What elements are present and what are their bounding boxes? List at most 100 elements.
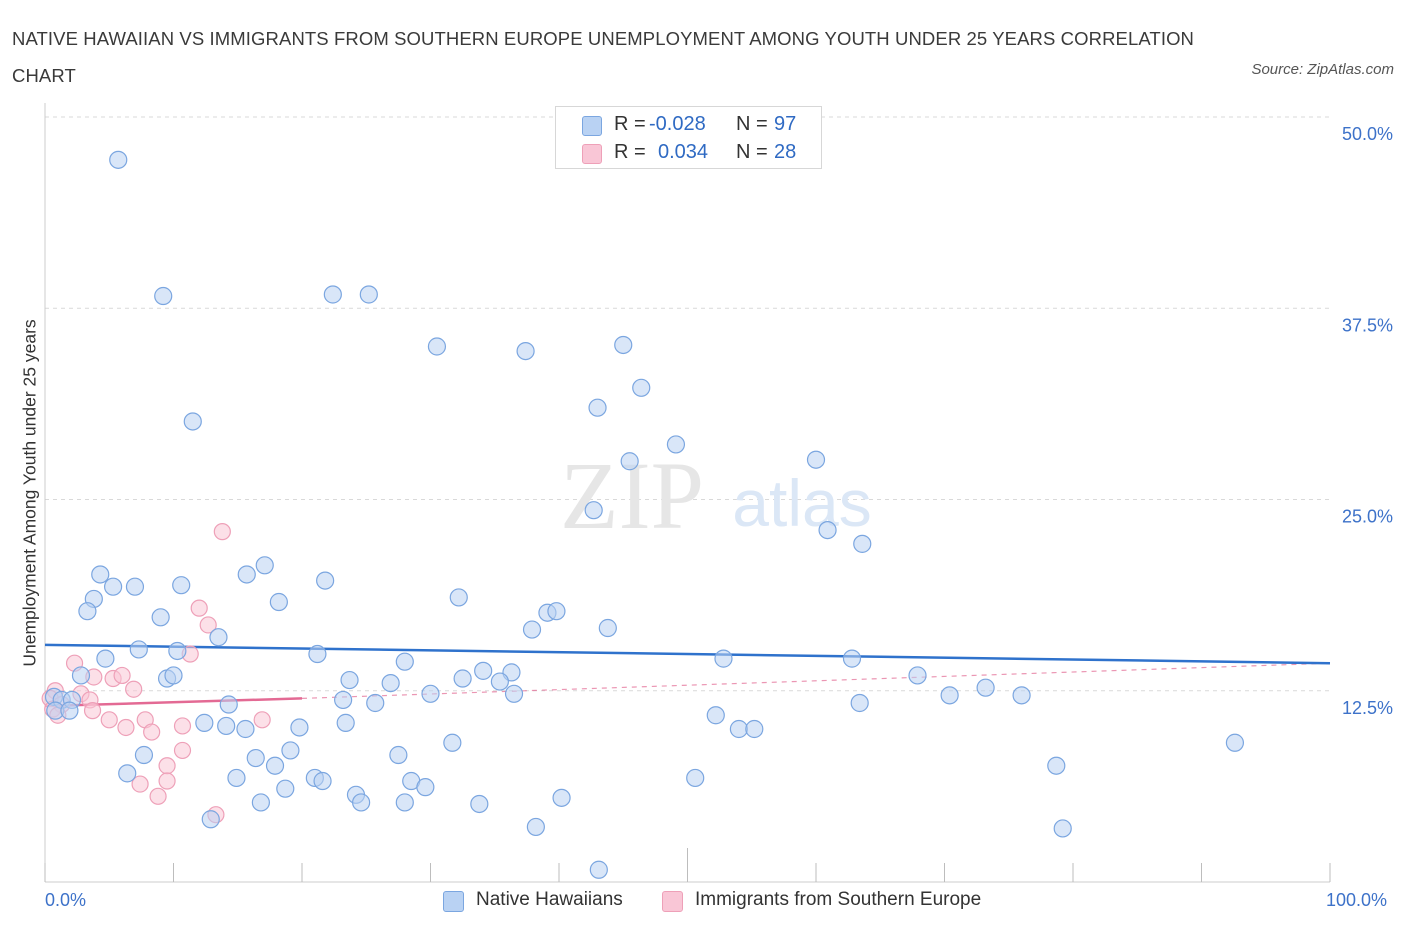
data-point-native-hawaiians (552, 788, 571, 807)
data-point-native-hawaiians (470, 794, 489, 814)
data-point-native-hawaiians (745, 719, 764, 739)
legend-swatch-pink (662, 891, 683, 912)
data-point-native-hawaiians (842, 649, 862, 668)
data-point-immigrants (113, 666, 131, 685)
y-tick-labels: 12.5% 25.0% 37.5% 50.0% (1342, 124, 1393, 718)
data-point-immigrants (125, 680, 143, 698)
y-tick-label: 12.5% (1342, 698, 1393, 718)
data-point-native-hawaiians (183, 412, 202, 431)
data-point-native-hawaiians (251, 793, 270, 812)
data-point-native-hawaiians (237, 565, 256, 584)
data-point-native-hawaiians (729, 719, 749, 739)
legend-r-label: R = (614, 113, 646, 135)
legend-label: Native Hawaiians (476, 889, 623, 910)
legend-swatch-blue (582, 116, 602, 136)
legend-swatch-blue (443, 891, 464, 912)
data-point-immigrants (117, 718, 135, 737)
data-point-native-hawaiians (269, 592, 288, 612)
legend-r-value: 0.034 (658, 141, 709, 163)
legend-swatch-pink (582, 144, 602, 164)
data-point-immigrants (158, 757, 176, 775)
data-point-immigrants (173, 717, 192, 735)
trend-line-immigrants-dashed (301, 662, 1331, 699)
data-point-native-hawaiians (334, 690, 353, 710)
data-point-native-hawaiians (308, 644, 327, 664)
data-point-native-hawaiians (547, 602, 566, 621)
data-point-native-hawaiians (908, 666, 927, 685)
data-point-native-hawaiians (1012, 686, 1031, 705)
legend-label: Immigrants from Southern Europe (695, 889, 982, 910)
data-point-immigrants (158, 772, 176, 790)
data-point-native-hawaiians (940, 686, 959, 705)
data-point-native-hawaiians (389, 745, 408, 765)
data-point-native-hawaiians (806, 450, 826, 469)
data-point-native-hawaiians (316, 571, 335, 590)
data-point-immigrants (83, 702, 102, 720)
data-point-native-hawaiians (172, 576, 191, 595)
data-point-immigrants (199, 616, 217, 634)
data-point-native-hawaiians (195, 713, 214, 732)
data-point-native-hawaiians (427, 337, 447, 356)
data-point-native-hawaiians (78, 602, 97, 621)
data-point-native-hawaiians (154, 286, 173, 306)
data-point-native-hawaiians (118, 764, 137, 783)
data-point-native-hawaiians (201, 810, 220, 829)
data-point-native-hawaiians (313, 771, 332, 791)
y-tick-label: 37.5% (1342, 315, 1393, 335)
data-point-native-hawaiians (104, 577, 123, 596)
data-point-native-hawaiians (706, 706, 725, 725)
data-point-native-hawaiians (421, 684, 440, 703)
watermark-atlas: atlas (732, 466, 871, 540)
data-point-native-hawaiians (584, 501, 603, 520)
data-point-native-hawaiians (714, 649, 733, 668)
data-point-native-hawaiians (151, 608, 170, 627)
data-point-native-hawaiians (381, 673, 400, 693)
data-point-native-hawaiians (209, 628, 228, 647)
data-point-native-hawaiians (416, 778, 435, 797)
data-point-immigrants (190, 599, 208, 617)
data-point-native-hawaiians (522, 620, 542, 639)
data-point-native-hawaiians (281, 741, 300, 760)
data-point-immigrants (100, 711, 118, 729)
data-point-native-hawaiians (134, 745, 154, 765)
data-point-native-hawaiians (589, 860, 608, 879)
data-point-native-hawaiians (490, 672, 509, 691)
legend-n-value: 97 (774, 113, 797, 135)
data-point-immigrants (173, 741, 192, 760)
data-point-native-hawaiians (265, 756, 285, 775)
trend-lines (44, 643, 1331, 708)
data-point-native-hawaiians (323, 285, 342, 304)
data-point-native-hawaiians (227, 768, 246, 788)
data-point-native-hawaiians (219, 695, 238, 714)
data-point-native-hawaiians (474, 661, 493, 680)
legend-bottom: Native Hawaiians Immigrants from Souther… (0, 888, 1406, 916)
data-point-immigrants (143, 723, 161, 741)
legend-n-value: 28 (774, 141, 797, 163)
data-point-native-hawaiians (109, 150, 128, 169)
data-point-immigrants (131, 775, 149, 793)
data-point-native-hawaiians (91, 565, 110, 584)
series-native-hawaiians (44, 150, 1245, 879)
data-point-native-hawaiians (246, 748, 265, 768)
source-label: Source: ZipAtlas.com (1251, 61, 1394, 78)
data-point-native-hawaiians (290, 718, 309, 737)
data-point-native-hawaiians (96, 649, 115, 668)
y-tick-label: 25.0% (1342, 507, 1393, 527)
data-point-native-hawaiians (395, 793, 414, 812)
data-point-native-hawaiians (395, 652, 414, 671)
data-point-native-hawaiians (850, 693, 869, 713)
data-point-native-hawaiians (125, 577, 145, 596)
data-point-native-hawaiians (168, 641, 187, 661)
x-axis-max-label: 100.0% (1326, 890, 1388, 910)
data-point-native-hawaiians (255, 556, 274, 575)
axes (44, 103, 1331, 883)
data-point-native-hawaiians (614, 335, 633, 355)
data-point-native-hawaiians (359, 285, 378, 304)
data-point-native-hawaiians (504, 684, 524, 703)
data-point-immigrants (213, 523, 231, 541)
data-point-native-hawaiians (620, 452, 639, 471)
data-point-native-hawaiians (818, 520, 837, 540)
data-point-immigrants (149, 787, 167, 805)
data-point-native-hawaiians (129, 640, 148, 659)
